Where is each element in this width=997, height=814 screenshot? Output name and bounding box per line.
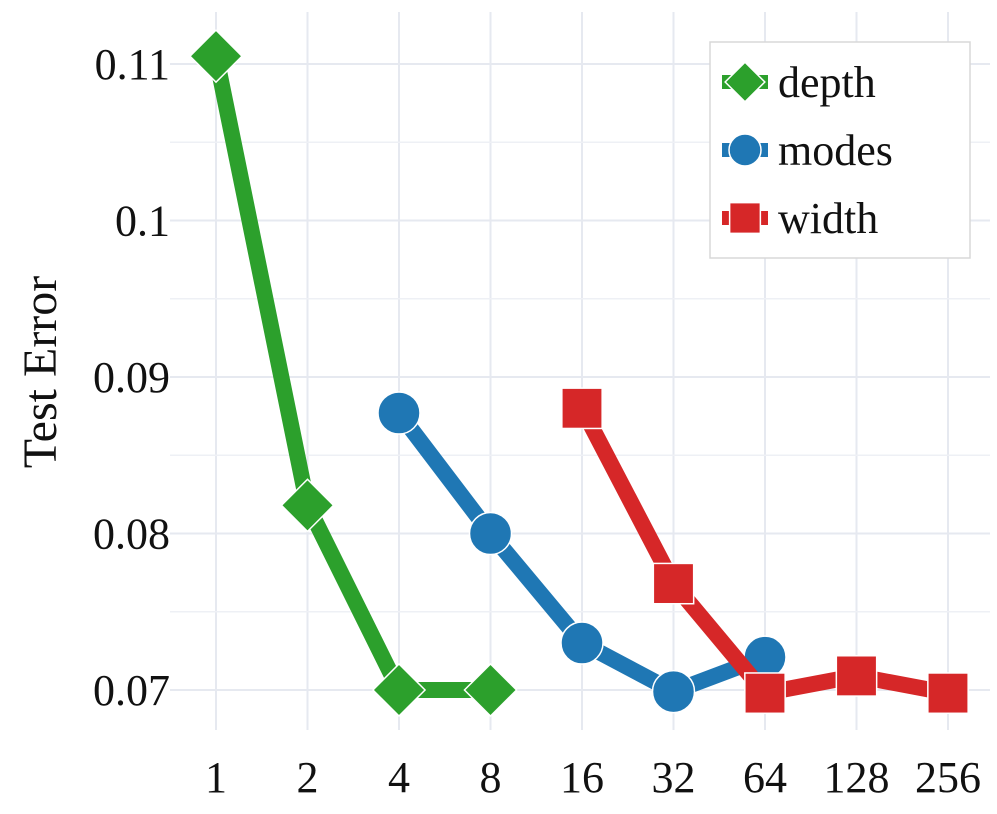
depth-point xyxy=(188,29,244,84)
width-point xyxy=(744,672,786,715)
depth-point xyxy=(463,662,518,718)
y-tick-labels: 0.07 0.08 0.09 0.1 0.11 xyxy=(93,40,170,715)
legend-item-modes: modes xyxy=(722,126,893,175)
depth-point xyxy=(371,662,427,718)
width-point xyxy=(652,562,695,605)
legend-marker-width xyxy=(728,201,762,235)
y-axis-title: Test Error xyxy=(14,276,67,469)
depth-line xyxy=(208,48,499,698)
series-width xyxy=(561,387,969,715)
legend-label: depth xyxy=(778,58,876,107)
y-tick-label: 0.09 xyxy=(93,353,170,402)
y-tick-label: 0.11 xyxy=(95,40,170,89)
x-tick-label: 4 xyxy=(388,753,410,802)
width-point xyxy=(835,655,878,697)
depth-point xyxy=(280,478,335,533)
x-tick-label: 2 xyxy=(297,753,319,802)
x-tick-label: 16 xyxy=(560,753,604,802)
x-tick-labels: 1 2 4 8 16 32 64 128 256 xyxy=(205,753,981,802)
x-tick-label: 32 xyxy=(652,753,696,802)
modes-point xyxy=(560,621,604,665)
legend: depth modes width xyxy=(709,41,971,259)
x-tick-label: 256 xyxy=(915,753,981,802)
legend-item-width: width xyxy=(722,194,878,243)
x-tick-label: 1 xyxy=(205,753,227,802)
series-layer xyxy=(188,29,969,718)
grid xyxy=(170,12,990,730)
modes-point xyxy=(377,391,421,435)
legend-marker-modes xyxy=(728,133,762,167)
legend-item-depth: depth xyxy=(722,58,876,107)
width-point xyxy=(561,387,603,430)
legend-label: width xyxy=(778,194,878,243)
series-modes xyxy=(377,391,787,714)
x-tick-label: 64 xyxy=(743,753,787,802)
legend-label: modes xyxy=(778,126,893,175)
x-tick-label: 128 xyxy=(824,753,890,802)
x-tick-label: 8 xyxy=(480,753,502,802)
y-tick-label: 0.08 xyxy=(93,510,170,559)
y-tick-label: 0.07 xyxy=(93,666,170,715)
legend-marker-depth xyxy=(724,61,766,103)
modes-point xyxy=(468,511,513,556)
y-tick-label: 0.1 xyxy=(115,197,170,246)
series-depth xyxy=(188,29,518,718)
width-point xyxy=(927,672,969,715)
modes-point xyxy=(651,669,696,714)
